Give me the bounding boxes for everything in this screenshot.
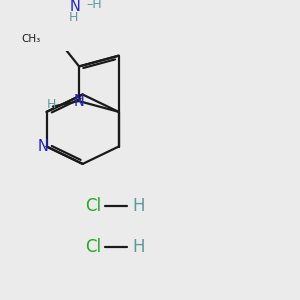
Text: N: N	[74, 94, 85, 109]
Text: Cl: Cl	[85, 197, 101, 215]
Text: H: H	[132, 197, 145, 215]
Text: –H: –H	[87, 0, 102, 11]
Text: CH₃: CH₃	[21, 34, 40, 44]
Text: H: H	[47, 98, 56, 111]
Text: N: N	[69, 0, 80, 14]
Text: N: N	[37, 139, 48, 154]
Text: H: H	[132, 238, 145, 256]
Text: H: H	[69, 11, 78, 24]
Text: Cl: Cl	[85, 238, 101, 256]
